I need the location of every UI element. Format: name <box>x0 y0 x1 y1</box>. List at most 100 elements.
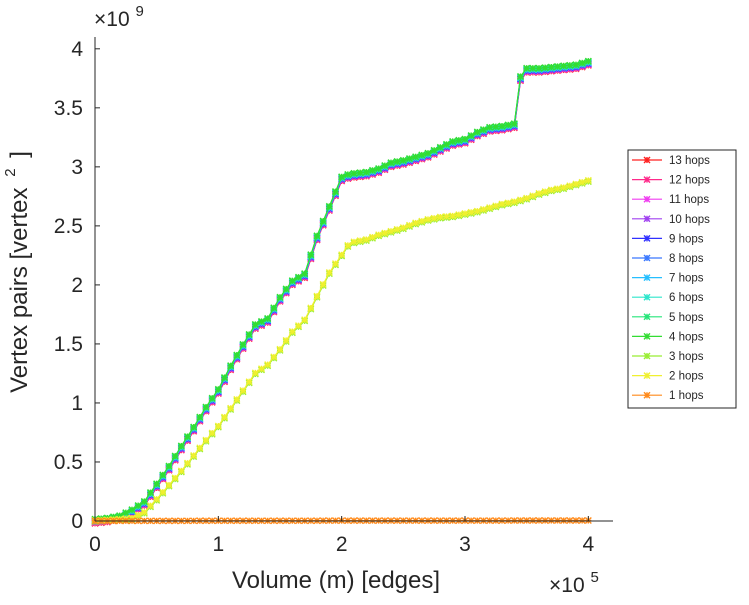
data-point <box>191 424 197 430</box>
series-12-hops <box>92 62 591 526</box>
data-point <box>555 186 561 192</box>
legend-marker <box>644 373 650 379</box>
data-point <box>333 261 339 267</box>
data-point <box>326 270 332 276</box>
data-point <box>296 323 302 329</box>
data-point <box>265 362 271 368</box>
data-point <box>548 64 554 70</box>
data-point <box>283 337 289 343</box>
legend-label: 11 hops <box>669 194 709 206</box>
series-line <box>95 65 588 523</box>
legend-label: 8 hops <box>669 253 704 265</box>
series-line <box>95 64 588 522</box>
data-point <box>481 127 487 133</box>
data-point <box>388 160 394 166</box>
data-point <box>407 222 413 228</box>
data-point <box>450 213 456 219</box>
data-point <box>376 232 382 238</box>
data-point <box>462 210 468 216</box>
data-point <box>339 174 345 180</box>
data-point <box>154 496 160 502</box>
legend-marker <box>644 157 650 163</box>
data-point <box>197 414 203 420</box>
legend-label: 10 hops <box>669 214 710 226</box>
data-point <box>252 321 258 327</box>
x-tick-label: 1 <box>212 533 224 556</box>
data-point <box>468 209 474 215</box>
data-point <box>259 366 265 372</box>
data-point <box>400 157 406 163</box>
data-point <box>561 63 567 69</box>
x-tick-label: 3 <box>459 533 471 556</box>
series-line <box>95 64 588 522</box>
data-point <box>246 379 252 385</box>
data-point <box>141 509 147 515</box>
legend-label: 6 hops <box>669 292 704 304</box>
data-point <box>185 460 191 466</box>
series-line <box>95 63 588 521</box>
series-line <box>95 62 588 520</box>
data-point <box>265 315 271 321</box>
data-point <box>499 201 505 207</box>
y-tick-label: 2.5 <box>54 215 83 238</box>
data-point <box>499 123 505 129</box>
data-point <box>289 278 295 284</box>
series-line <box>95 65 588 523</box>
data-point <box>487 124 493 130</box>
y-axis-exponent: ×10 9 <box>94 3 144 31</box>
data-point <box>511 199 517 205</box>
data-point <box>166 463 172 469</box>
data-point <box>363 169 369 175</box>
y-tick-label: 3.5 <box>54 97 83 120</box>
x-tick-label: 2 <box>336 533 348 556</box>
data-point <box>382 163 388 169</box>
data-point <box>240 341 246 347</box>
x-tick-label: 4 <box>582 533 594 556</box>
data-point <box>160 489 166 495</box>
data-point <box>172 475 178 481</box>
data-point <box>222 414 228 420</box>
data-point <box>308 252 314 258</box>
data-point <box>555 63 561 69</box>
data-point <box>326 203 332 209</box>
data-point <box>579 179 585 185</box>
data-point <box>536 190 542 196</box>
data-point <box>388 228 394 234</box>
data-point <box>222 374 228 380</box>
data-point <box>215 386 221 392</box>
y-axis-label-main: Vertex pairs [vertex <box>6 187 33 392</box>
data-point <box>277 346 283 352</box>
y-axis-label: Vertex pairs [vertex 2 ] <box>0 151 33 393</box>
data-point <box>333 189 339 195</box>
data-point <box>573 181 579 187</box>
data-point <box>283 286 289 292</box>
legend-label: 1 hops <box>669 390 704 402</box>
data-point <box>154 481 160 487</box>
data-point <box>567 183 573 189</box>
data-point <box>493 203 499 209</box>
data-point <box>425 150 431 156</box>
data-point <box>363 236 369 242</box>
legend-label: 2 hops <box>669 371 704 383</box>
data-point <box>203 437 209 443</box>
data-point <box>135 503 141 509</box>
data-point <box>289 329 295 335</box>
data-point <box>357 170 363 176</box>
data-point <box>160 472 166 478</box>
data-point <box>209 395 215 401</box>
data-point <box>524 195 530 201</box>
data-point <box>271 354 277 360</box>
data-point <box>185 433 191 439</box>
data-point <box>234 352 240 358</box>
data-point <box>209 430 215 436</box>
data-point <box>123 510 129 516</box>
data-point <box>357 238 363 244</box>
data-point <box>191 452 197 458</box>
data-point <box>345 171 351 177</box>
data-point <box>444 213 450 219</box>
data-point <box>376 166 382 172</box>
data-point <box>413 154 419 160</box>
data-point <box>314 293 320 299</box>
